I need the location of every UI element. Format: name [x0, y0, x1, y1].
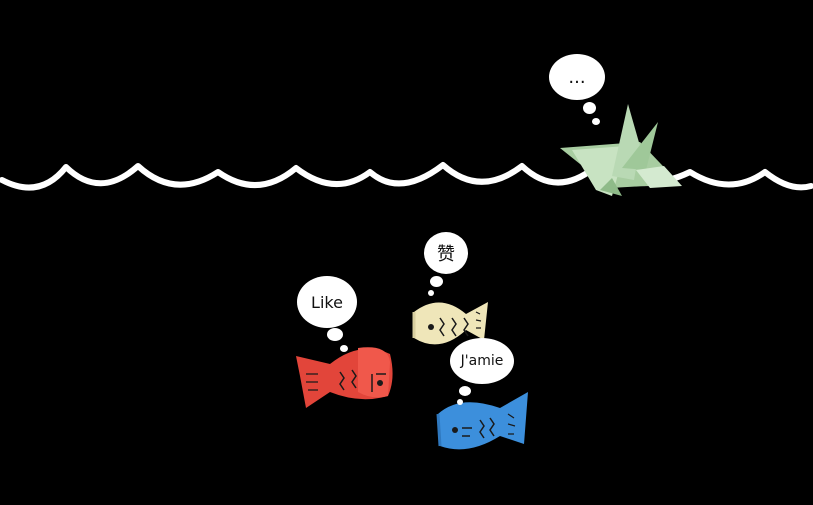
crane-bubble-trail-large: [583, 102, 596, 114]
blue-fish-bubble-trail-large: [459, 386, 471, 396]
wave-line: [0, 162, 813, 191]
origami-crane-icon: [560, 104, 682, 196]
blue-fish-bubble-trail-small: [457, 399, 463, 405]
blue-fish-bubble-text: J'amie: [460, 353, 504, 369]
blue-fish-icon: [436, 392, 528, 450]
red-fish-bubble-trail-small: [340, 345, 348, 352]
blue-fish-speech-bubble: J'amie: [450, 338, 514, 384]
cream-fish-bubble-text: 赞: [437, 244, 455, 265]
red-fish-bubble-trail-large: [327, 328, 343, 341]
crane-bubble-text: ...: [568, 66, 586, 88]
cream-fish-speech-bubble: 赞: [424, 232, 468, 274]
cream-fish-bubble-trail-small: [428, 290, 434, 296]
cream-fish-icon: [412, 302, 488, 345]
crane-speech-bubble: ...: [549, 54, 605, 100]
red-fish-icon: [296, 347, 393, 408]
red-fish-speech-bubble: Like: [297, 276, 357, 328]
crane-bubble-trail-small: [592, 118, 600, 125]
red-fish-bubble-text: Like: [311, 292, 343, 312]
cream-fish-bubble-trail-large: [430, 276, 443, 287]
